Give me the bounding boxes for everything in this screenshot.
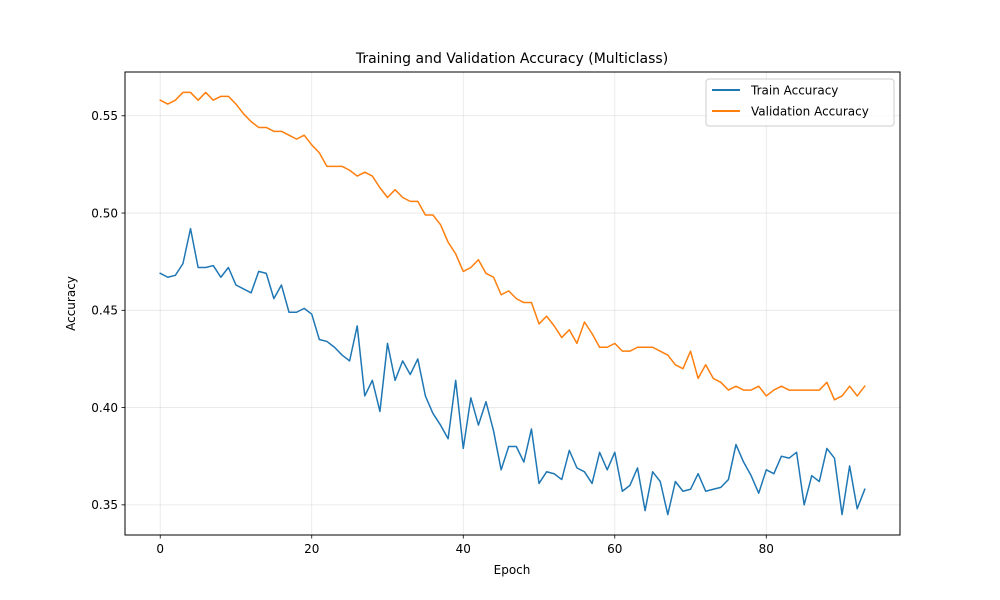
x-tick-label: 80 (759, 542, 774, 556)
x-tick-label: 40 (456, 542, 471, 556)
y-tick-label: 0.45 (91, 304, 118, 318)
plot-frame (124, 71, 901, 536)
x-tick-label: 60 (607, 542, 622, 556)
y-tick-label: 0.35 (91, 498, 118, 512)
legend: Train Accuracy Validation Accuracy (705, 78, 895, 127)
x-tick-label: 0 (156, 542, 164, 556)
y-tick-label: 0.50 (91, 206, 118, 220)
y-axis-label: Accuracy (64, 276, 78, 331)
legend-label-train: Train Accuracy (750, 84, 838, 98)
x-tick-label: 20 (304, 542, 319, 556)
legend-box (705, 78, 895, 127)
y-tick-label: 0.40 (91, 401, 118, 415)
train-accuracy-line (159, 227, 866, 516)
y-axis-ticks: 0.35 0.40 0.45 0.50 0.55 (91, 109, 125, 512)
chart-title: Training and Validation Accuracy (Multic… (355, 51, 668, 67)
y-tick-label: 0.55 (91, 109, 118, 123)
x-axis-label: Epoch (494, 563, 531, 577)
validation-accuracy-line (159, 91, 866, 401)
series-lines (159, 91, 866, 516)
x-axis-ticks: 0 20 40 60 80 (156, 535, 774, 556)
legend-label-validation: Validation Accuracy (751, 105, 869, 119)
